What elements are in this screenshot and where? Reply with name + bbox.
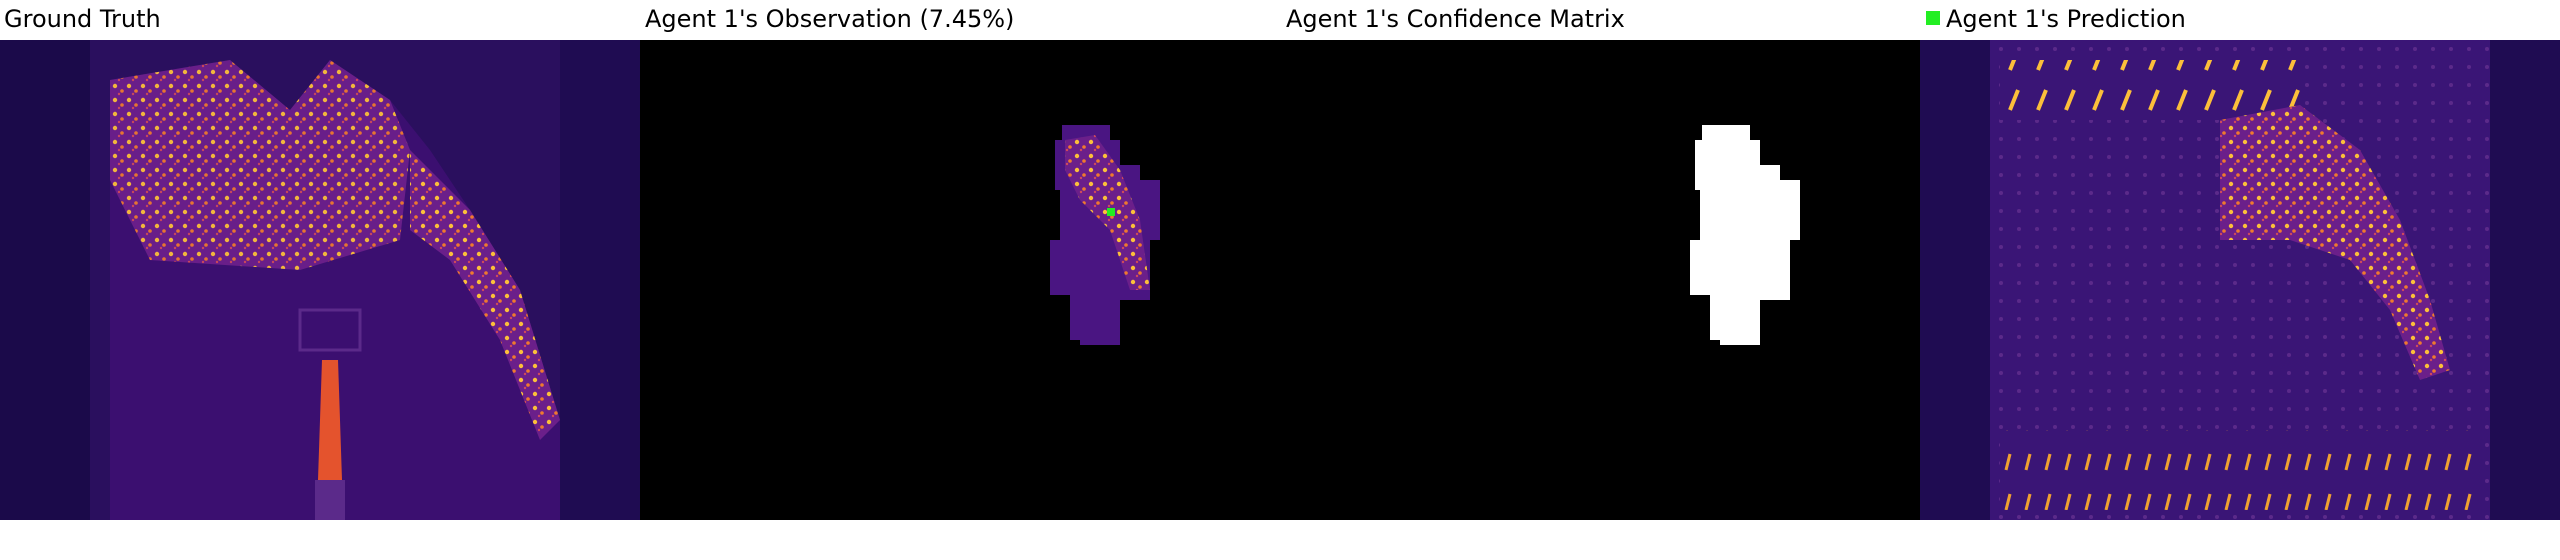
prediction-title-text: Agent 1's Prediction [1946, 5, 2186, 33]
ground-truth-image [0, 40, 640, 520]
confidence-matrix-title: Agent 1's Confidence Matrix [1286, 5, 1625, 33]
ground-truth-title: Ground Truth [4, 5, 161, 33]
prediction-title: Agent 1's Prediction [1926, 4, 2186, 34]
observation-image [640, 40, 1280, 520]
confidence-matrix-image [1280, 40, 1920, 520]
agent-position-marker [1107, 208, 1115, 216]
legend-swatch [1926, 11, 1940, 25]
confidence-mask [1690, 125, 1800, 345]
prediction-image [1920, 40, 2560, 520]
observation-title: Agent 1's Observation (7.45%) [645, 5, 1015, 33]
